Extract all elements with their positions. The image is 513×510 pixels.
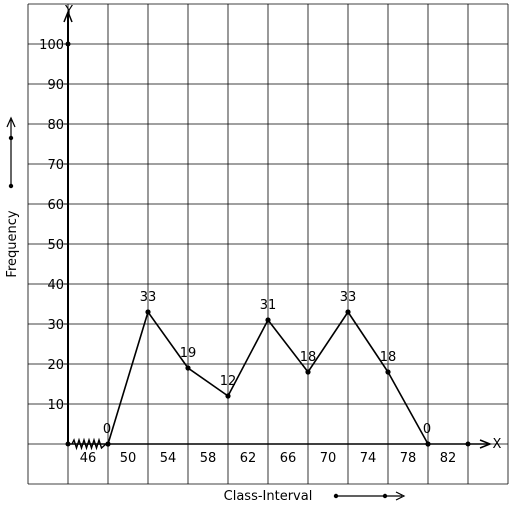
x-tick-label: 46 (80, 451, 97, 466)
y-tick-label: 20 (47, 358, 64, 373)
data-label: 0 (423, 422, 431, 437)
y-tick-label: 100 (39, 38, 64, 53)
axes (63, 9, 493, 451)
y-tick-label: 50 (47, 238, 64, 253)
x-axis-end-point (465, 441, 471, 447)
y-tick-label: 80 (47, 118, 64, 133)
y-tick-label: 90 (47, 78, 64, 93)
x-axis-arrowhead (479, 439, 493, 449)
y-tick-label: 30 (47, 318, 64, 333)
x-tick-label: 54 (160, 451, 177, 466)
y-axis-arrowhead (63, 9, 73, 23)
series-polygon (105, 309, 431, 447)
x-direction-arrow-dot (333, 493, 339, 499)
y-tick-labels: 10 20 30 40 50 60 70 80 90 100 (39, 38, 68, 413)
x-tick-label: 70 (320, 451, 337, 466)
y-direction-arrowhead (6, 116, 16, 128)
data-point (265, 317, 271, 323)
data-label: 31 (260, 298, 277, 313)
origin-point (65, 441, 71, 447)
axis-break-zigzag (71, 437, 107, 451)
data-point (305, 369, 311, 375)
y-tick-label: 60 (47, 198, 64, 213)
grid (27, 3, 509, 485)
y-tick-label: 40 (47, 278, 64, 293)
data-label: 18 (380, 350, 397, 365)
data-label: 18 (300, 350, 317, 365)
y-axis-label: Frequency (5, 210, 20, 277)
data-point (345, 309, 351, 315)
y-direction-arrow-dot (8, 183, 14, 189)
x-tick-label: 82 (440, 451, 457, 466)
data-label: 33 (340, 290, 357, 305)
x-axis-label: Class-Interval (224, 489, 313, 504)
y-tick-label: 10 (47, 398, 64, 413)
data-point (185, 365, 191, 371)
direction-arrows (6, 116, 406, 501)
data-point (105, 441, 111, 447)
x-direction-arrow-dot (382, 493, 388, 499)
x-tick-labels: 46 50 54 58 62 66 70 74 78 82 (80, 451, 457, 466)
y-axis-name: Y (64, 4, 73, 19)
x-direction-arrowhead (395, 491, 406, 501)
x-tick-label: 78 (400, 451, 417, 466)
data-label: 19 (180, 346, 197, 361)
data-labels: 0 33 19 12 31 18 33 18 0 (103, 290, 431, 437)
x-tick-label: 66 (280, 451, 297, 466)
data-point (225, 393, 231, 399)
x-axis-name: X (493, 437, 502, 452)
data-label: 12 (220, 374, 237, 389)
x-tick-label: 62 (240, 451, 257, 466)
x-tick-label: 58 (200, 451, 217, 466)
data-label: 0 (103, 422, 111, 437)
x-tick-label: 50 (120, 451, 137, 466)
data-point (145, 309, 151, 315)
y-direction-arrow-dot (8, 135, 14, 141)
data-point (385, 369, 391, 375)
y-tick-label: 70 (47, 158, 64, 173)
data-label: 33 (140, 290, 157, 305)
x-tick-label: 74 (360, 451, 377, 466)
data-point (425, 441, 431, 447)
